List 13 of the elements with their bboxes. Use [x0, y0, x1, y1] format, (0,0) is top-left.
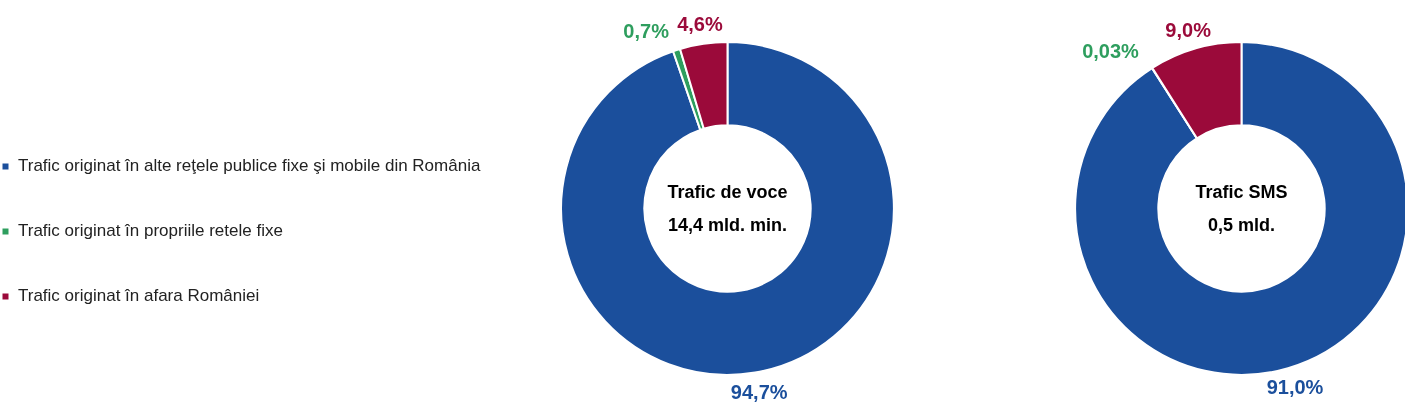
data-label: 0,7%: [623, 20, 670, 43]
data-label: 94,7%: [730, 381, 788, 404]
text: Trafic SMS: [1195, 181, 1288, 202]
text: Trafic de voce: [667, 181, 788, 202]
data-label: 4,6%: [677, 13, 723, 36]
legend-label: Trafic originat în afara României: [18, 286, 260, 306]
data-label: 0,03%: [1082, 40, 1140, 63]
data-label: 9,0%: [1165, 18, 1212, 41]
text: 0,5 mld.: [1207, 215, 1276, 236]
text: 14,4 mld. min.: [667, 215, 788, 236]
data-label: 91,0%: [1266, 376, 1324, 399]
legend-label: Trafic originat în propriile retele fixe: [18, 221, 283, 241]
legend-label: Trafic originat în alte reţele publice fixe şi mobile din România: [18, 156, 481, 176]
